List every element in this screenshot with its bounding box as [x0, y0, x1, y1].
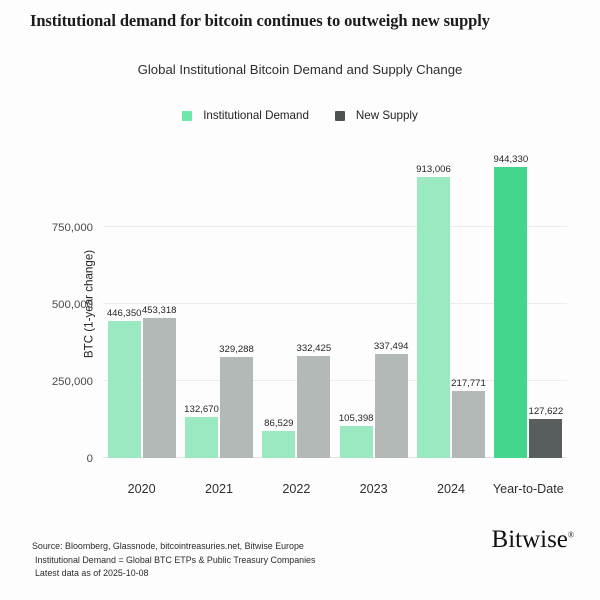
y-axis-tick-label: 0 [86, 453, 93, 465]
bar-new-supply[interactable]: 217,771 [451, 378, 486, 458]
chart-legend: Institutional Demand New Supply [0, 109, 600, 122]
y-axis-tick-label: 750,000 [51, 222, 93, 234]
bar-value-label: 913,006 [416, 163, 451, 175]
bar-new-supply[interactable]: 329,288 [219, 344, 254, 458]
bar-new-supply[interactable]: 127,622 [528, 406, 563, 458]
gridline [103, 457, 567, 458]
x-axis-tick-label: 2021 [204, 482, 234, 496]
bar-value-label: 105,398 [338, 412, 374, 424]
bar-value-label: 127,622 [528, 405, 564, 417]
plot-area: BTC (1-year change) 0 250,000 500,000 750,0… [52, 150, 567, 496]
bar-value-label: 86,529 [264, 418, 294, 430]
bar-new-supply[interactable]: 337,494 [374, 341, 409, 458]
x-axis-tick-label: Year-to-Date [492, 482, 564, 496]
bar-value-label: 453,318 [141, 305, 177, 317]
bar-value-label: 337,494 [373, 341, 409, 353]
legend-swatch-icon [182, 110, 193, 121]
gridline [103, 380, 567, 381]
source-line-2: Institutional Demand = Global BTC ETPs &… [35, 554, 316, 565]
bar-new-supply[interactable]: 453,318 [142, 305, 177, 458]
bar-value-label: 332,425 [296, 342, 332, 354]
source-line-1: Source: Bloomberg, Glassnode, bitcointre… [32, 541, 304, 552]
bar-institutional-demand[interactable]: 105,398 [339, 413, 374, 458]
page-title: Institutional demand for bitcoin continu… [30, 11, 490, 30]
chart-subtitle: Global Institutional Bitcoin Demand and … [137, 62, 463, 77]
legend-item-institutional-demand[interactable]: Institutional Demand [182, 109, 309, 122]
legend-item-new-supply[interactable]: New Supply [334, 109, 418, 122]
source-note: Source: Bloomberg, Glassnode, bitcointre… [32, 540, 315, 581]
y-axis-tick-label: 500,000 [51, 299, 93, 311]
legend-item-label: Institutional Demand [203, 109, 309, 122]
bitwise-logo-text: Bitwise [491, 526, 568, 553]
bar-value-label: 132,670 [184, 404, 219, 416]
bar-value-label: 446,350 [106, 307, 142, 319]
bar-institutional-demand[interactable]: 913,006 [416, 164, 451, 458]
x-axis-tick-label: 2020 [127, 482, 156, 496]
bar-institutional-demand[interactable]: 86,529 [262, 418, 296, 458]
bar-value-label: 329,288 [219, 343, 254, 355]
bar-institutional-demand[interactable]: 446,350 [107, 308, 142, 458]
bar-value-label: 217,771 [451, 377, 486, 389]
bar-new-supply[interactable]: 332,425 [296, 343, 331, 458]
legend-swatch-icon [334, 110, 345, 121]
x-axis-tick-label: 2023 [359, 482, 388, 496]
source-line-3: Latest data as of 2025-10-08 [35, 568, 149, 579]
bar-value-label: 944,330 [493, 154, 529, 166]
gridline [103, 303, 567, 304]
registered-mark-icon: ® [567, 530, 574, 540]
bar-institutional-demand[interactable]: 944,330 [493, 154, 528, 458]
legend-item-label: New Supply [355, 109, 418, 122]
x-axis-tick-label: 2024 [436, 482, 466, 496]
y-axis-tick-label: 250,000 [51, 376, 93, 388]
x-axis-tick-label: 2022 [282, 482, 311, 496]
bar-institutional-demand[interactable]: 132,670 [184, 404, 219, 458]
bitwise-logo: Bitwise® [492, 526, 574, 554]
gridline [103, 226, 567, 227]
